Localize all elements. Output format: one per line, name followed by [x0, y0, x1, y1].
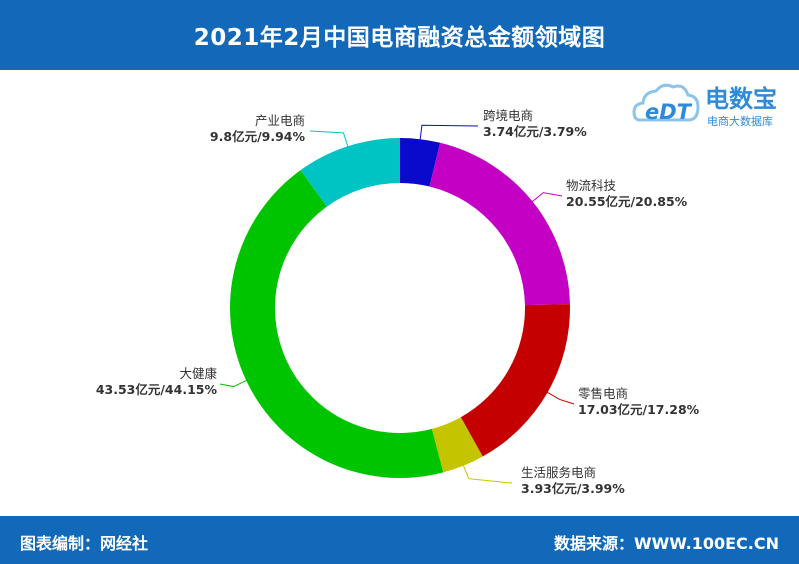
- footer-bar: 图表编制：网经社 数据来源：WWW.100EC.CN: [0, 516, 799, 564]
- leader-line-4: [461, 462, 513, 484]
- slice-value-label-2: 20.55亿元/20.85%: [566, 194, 688, 209]
- footer-source: 数据来源：WWW.100EC.CN: [553, 534, 779, 553]
- brand-logo: eDT 电数宝 电商大数据库: [632, 74, 794, 138]
- slice-1: [400, 138, 441, 187]
- page-title: 2021年2月中国电商融资总金额领域图: [193, 25, 606, 51]
- slice-value-label-3: 17.03亿元/17.28%: [578, 402, 700, 417]
- slice-value-label-6: 9.8亿元/9.94%: [210, 129, 306, 144]
- slice-value-label-5: 43.53亿元/44.15%: [96, 382, 218, 397]
- label-leader-lines: [219, 124, 575, 484]
- leader-line-6: [309, 130, 350, 150]
- slice-name-label-2: 物流科技: [566, 178, 617, 193]
- slice-value-label-4: 3.93亿元/3.99%: [521, 481, 625, 496]
- slice-4: [431, 417, 483, 473]
- slice-5: [230, 170, 444, 478]
- slice-name-label-1: 跨境电商: [483, 108, 533, 123]
- donut-slices: [230, 138, 570, 478]
- slice-name-label-3: 零售电商: [578, 386, 628, 401]
- slice-6: [300, 138, 400, 207]
- slice-name-label-4: 生活服务电商: [521, 465, 596, 480]
- leader-line-3: [544, 390, 575, 405]
- leader-line-1: [419, 124, 479, 143]
- logo-name: 电数宝: [705, 85, 777, 113]
- cloud-logo-icon: eDT 电数宝 电商大数据库: [632, 83, 777, 128]
- slice-name-label-5: 大健康: [179, 366, 217, 381]
- logo-subtitle: 电商大数据库: [707, 114, 773, 128]
- slice-3: [460, 304, 570, 457]
- slice-name-label-6: 产业电商: [255, 113, 305, 128]
- slice-2: [429, 142, 570, 306]
- leader-line-2: [529, 192, 563, 204]
- footer-credit: 图表编制：网经社: [20, 534, 149, 553]
- title-bar: 2021年2月中国电商融资总金额领域图: [0, 0, 799, 70]
- leader-line-5: [219, 378, 250, 388]
- slice-value-label-1: 3.74亿元/3.79%: [483, 124, 587, 139]
- logo-mark: eDT: [645, 100, 693, 124]
